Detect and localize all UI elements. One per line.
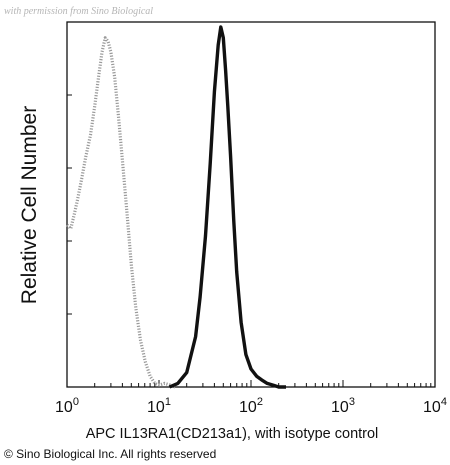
watermark-text: with permission from Sino Biological <box>4 6 153 17</box>
y-axis-ticks <box>67 94 72 315</box>
x-tick-labels: 100 101 102 103 104 <box>55 396 447 416</box>
il13ra1-histogram <box>168 25 286 389</box>
x-tick-label: 100 <box>55 396 79 416</box>
x-axis-label: APC IL13RA1(CD213a1), with isotype contr… <box>86 426 379 442</box>
isotype-control-histogram <box>65 36 176 389</box>
copyright-text: © Sino Biological Inc. All rights reserv… <box>4 447 216 461</box>
x-tick-label: 104 <box>423 396 447 416</box>
x-axis-ticks <box>66 380 432 387</box>
series-layer <box>65 25 286 389</box>
x-tick-label: 103 <box>331 396 355 416</box>
plot-frame <box>66 21 436 388</box>
x-tick-label: 102 <box>239 396 263 416</box>
y-axis-label: Relative Cell Number <box>18 106 41 304</box>
x-tick-label: 101 <box>147 396 171 416</box>
